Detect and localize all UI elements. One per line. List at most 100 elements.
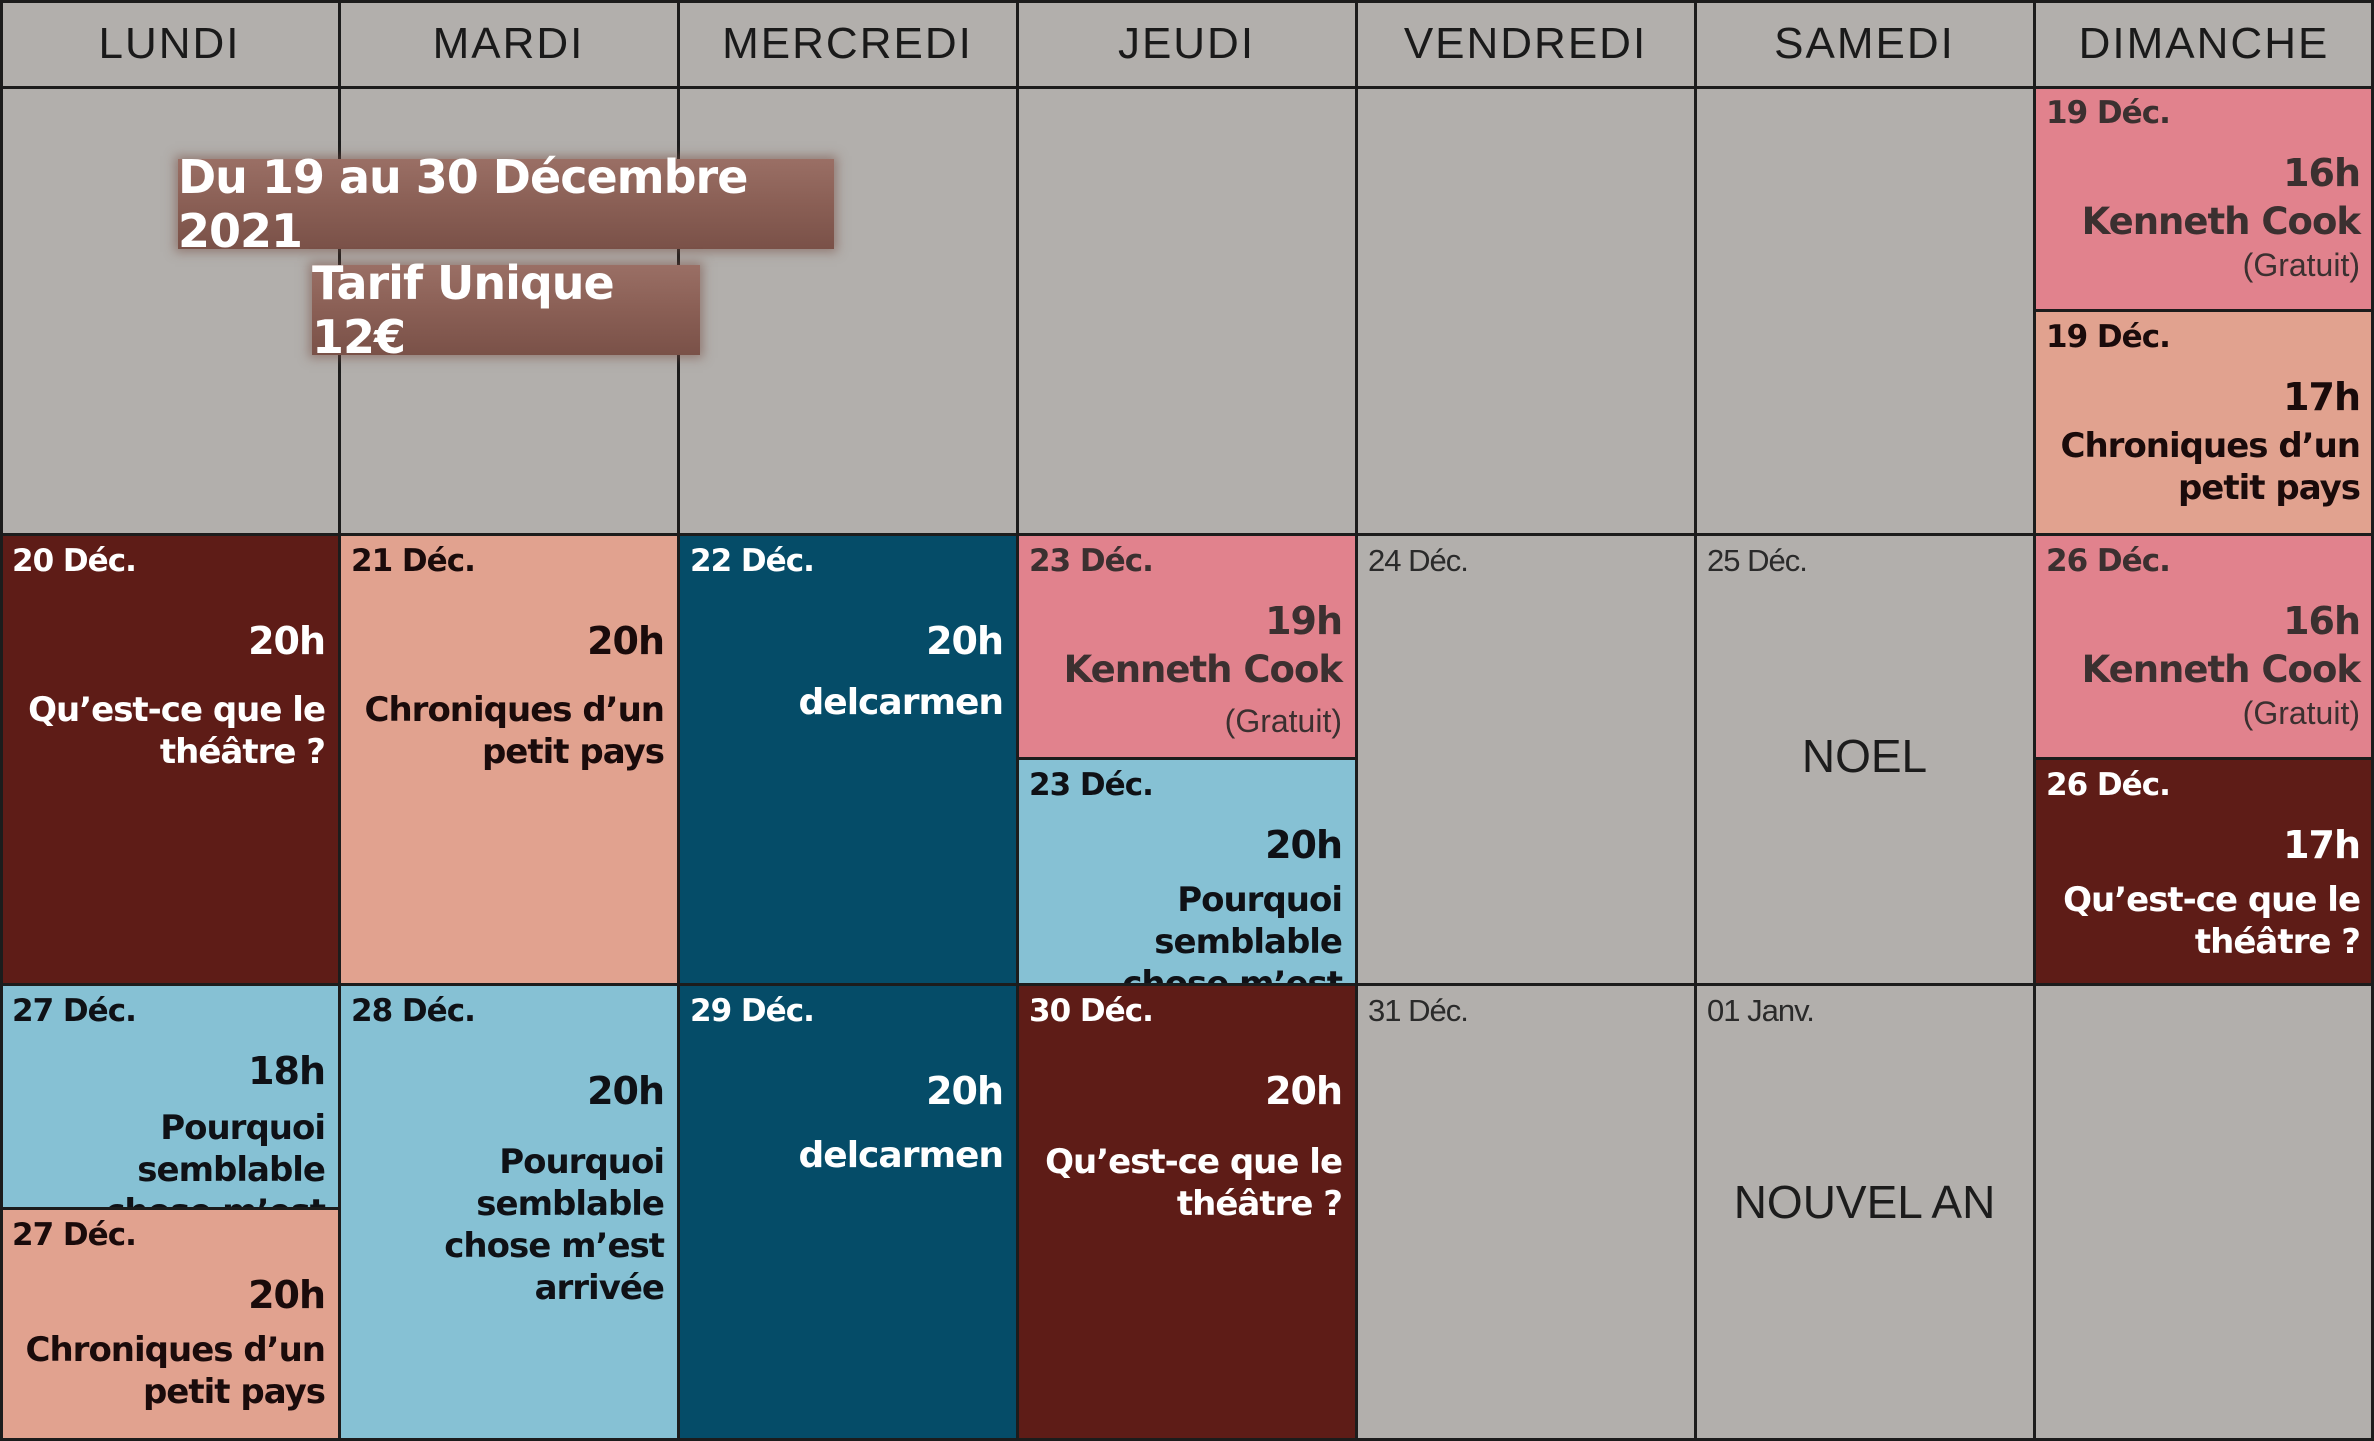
- event-title: delcarmen: [798, 1135, 1004, 1176]
- event-title: Pourquoi semblable chose m’est arrivée: [339, 1141, 665, 1309]
- event-date: 24 Déc.: [1368, 543, 1469, 578]
- grid-line: [1355, 0, 1358, 1441]
- event-date: 27 Déc.: [12, 993, 137, 1029]
- event-note: (Gratuit): [2242, 247, 2360, 283]
- event-2021-12-27-20h[interactable]: 27 Déc. 20h Chroniques d’un petit pays: [0, 1209, 339, 1441]
- event-title-line: théâtre ?: [2194, 922, 2361, 962]
- event-date: 22 Déc.: [690, 543, 815, 579]
- day-2021-12-31: 31 Déc.: [1356, 985, 1695, 1441]
- event-date: 28 Déc.: [351, 993, 476, 1029]
- period-banner: Du 19 au 30 Décembre 2021: [178, 150, 834, 258]
- holiday-label: NOUVEL AN: [1733, 1176, 1996, 1228]
- event-time: 17h: [2283, 823, 2361, 867]
- grid-line: [338, 0, 341, 1441]
- event-title-line: petit pays: [142, 1372, 326, 1412]
- event-time: 20h: [1265, 823, 1343, 867]
- event-date: 25 Déc.: [1707, 543, 1808, 578]
- event-time: 20h: [248, 1273, 326, 1317]
- event-date: 19 Déc.: [2046, 95, 2171, 131]
- event-title: Kenneth Cook: [2081, 200, 2361, 243]
- event-2021-12-19-17h[interactable]: 19 Déc. 17h Chroniques d’un petit pays: [2034, 311, 2374, 535]
- event-title-line: petit pays: [481, 732, 665, 772]
- day-header-samedi: SAMEDI: [1695, 0, 2034, 87]
- event-date: 26 Déc.: [2046, 767, 2171, 803]
- day-header-mardi: MARDI: [339, 0, 678, 87]
- event-title: delcarmen: [798, 682, 1004, 723]
- event-title-line: Qu’est-ce que le: [1045, 1142, 1343, 1182]
- event-title-line: chose m’est arrivée: [444, 1226, 665, 1308]
- event-title-line: Chroniques d’un: [2060, 426, 2361, 466]
- event-title-line: Qu’est-ce que le: [28, 690, 326, 730]
- grid-line: [1016, 0, 1019, 1441]
- event-2021-12-28-20h[interactable]: 28 Déc. 20h Pourquoi semblable chose m’e…: [339, 985, 678, 1441]
- event-2021-12-26-17h[interactable]: 26 Déc. 17h Qu’est-ce que le théâtre ?: [2034, 759, 2374, 985]
- event-2021-12-23-19h[interactable]: 23 Déc. 19h Kenneth Cook (Gratuit): [1017, 535, 1356, 759]
- event-2021-12-30-20h[interactable]: 30 Déc. 20h Qu’est-ce que le théâtre ?: [1017, 985, 1356, 1441]
- event-note: (Gratuit): [2242, 695, 2360, 731]
- event-2021-12-21-20h[interactable]: 21 Déc. 20h Chroniques d’un petit pays: [339, 535, 678, 985]
- event-2021-12-19-16h[interactable]: 19 Déc. 16h Kenneth Cook (Gratuit): [2034, 87, 2374, 311]
- event-title-line: Pourquoi semblable: [1154, 880, 1343, 962]
- event-note: (Gratuit): [1224, 703, 1342, 739]
- grid-line: [1694, 0, 1697, 1441]
- event-time: 18h: [248, 1049, 326, 1093]
- event-2021-12-27-18h[interactable]: 27 Déc. 18h Pourquoi semblable chose m’e…: [0, 985, 339, 1209]
- event-title-line: chose m’est arrivée: [1122, 964, 1343, 985]
- event-title-line: Pourquoi semblable: [137, 1108, 326, 1190]
- event-2021-12-26-16h[interactable]: 26 Déc. 16h Kenneth Cook (Gratuit): [2034, 535, 2374, 759]
- event-time: 20h: [587, 619, 665, 663]
- grid-line: [2034, 309, 2374, 312]
- grid-line: [0, 86, 2374, 89]
- day-2021-12-25: 25 Déc. NOEL: [1695, 535, 2034, 985]
- event-date: 21 Déc.: [351, 543, 476, 579]
- event-time: 17h: [2283, 375, 2361, 419]
- day-header-mercredi: MERCREDI: [678, 0, 1017, 87]
- event-title: Pourquoi semblable chose m’est arrivée: [1017, 879, 1343, 985]
- event-date: 27 Déc.: [12, 1217, 137, 1253]
- event-title-line: chose m’est arrivée: [0, 1191, 326, 1209]
- event-time: 16h: [2283, 599, 2361, 643]
- event-date: 31 Déc.: [1368, 993, 1469, 1028]
- day-header-dimanche: DIMANCHE: [2034, 0, 2374, 87]
- day-header-vendredi: VENDREDI: [1356, 0, 1695, 87]
- day-header-lundi: LUNDI: [0, 0, 339, 87]
- event-2021-12-23-20h[interactable]: 23 Déc. 20h Pourquoi semblable chose m’e…: [1017, 759, 1356, 985]
- day-2022-01-01: 01 Janv. NOUVEL AN: [1695, 985, 2034, 1441]
- event-time: 20h: [248, 619, 326, 663]
- event-title: Pourquoi semblable chose m’est arrivée: [0, 1107, 326, 1209]
- event-title-line: Chroniques d’un: [364, 690, 665, 730]
- event-title: Qu’est-ce que le théâtre ?: [2063, 879, 2361, 963]
- event-2021-12-20-20h[interactable]: 20 Déc. 20h Qu’est-ce que le théâtre ?: [0, 535, 339, 985]
- event-time: 20h: [926, 1069, 1004, 1113]
- grid-line: [2034, 757, 2374, 760]
- day-2021-12-24: 24 Déc.: [1356, 535, 1695, 985]
- event-title-line: théâtre ?: [1176, 1184, 1343, 1224]
- event-date: 26 Déc.: [2046, 543, 2171, 579]
- event-date: 23 Déc.: [1029, 767, 1154, 803]
- day-header-jeudi: JEUDI: [1017, 0, 1356, 87]
- event-time: 20h: [587, 1069, 665, 1113]
- event-date: 19 Déc.: [2046, 319, 2171, 355]
- grid-line: [677, 0, 680, 1441]
- event-title-line: théâtre ?: [159, 732, 326, 772]
- grid-line: [0, 1207, 339, 1210]
- event-title-line: Qu’est-ce que le: [2063, 880, 2361, 920]
- holiday-label: NOEL: [1801, 730, 1928, 782]
- price-banner: Tarif Unique 12€: [312, 256, 700, 364]
- event-title: Qu’est-ce que le théâtre ?: [28, 689, 326, 773]
- event-title-line: Pourquoi semblable: [476, 1142, 665, 1224]
- event-title: Kenneth Cook: [2081, 648, 2361, 691]
- event-date: 30 Déc.: [1029, 993, 1154, 1029]
- event-title: Chroniques d’un petit pays: [26, 1329, 326, 1413]
- grid-line: [2033, 0, 2036, 1441]
- event-title: Kenneth Cook: [1063, 648, 1343, 691]
- event-date: 01 Janv.: [1707, 993, 1815, 1028]
- grid-line: [1017, 757, 1356, 760]
- grid-line: [0, 983, 2374, 986]
- event-date: 20 Déc.: [12, 543, 137, 579]
- event-title: Qu’est-ce que le théâtre ?: [1045, 1141, 1343, 1225]
- event-title: Chroniques d’un petit pays: [2060, 425, 2361, 509]
- event-title-line: petit pays: [2177, 468, 2361, 508]
- event-2021-12-22-20h[interactable]: 22 Déc. 20h delcarmen: [678, 535, 1017, 985]
- event-2021-12-29-20h[interactable]: 29 Déc. 20h delcarmen: [678, 985, 1017, 1441]
